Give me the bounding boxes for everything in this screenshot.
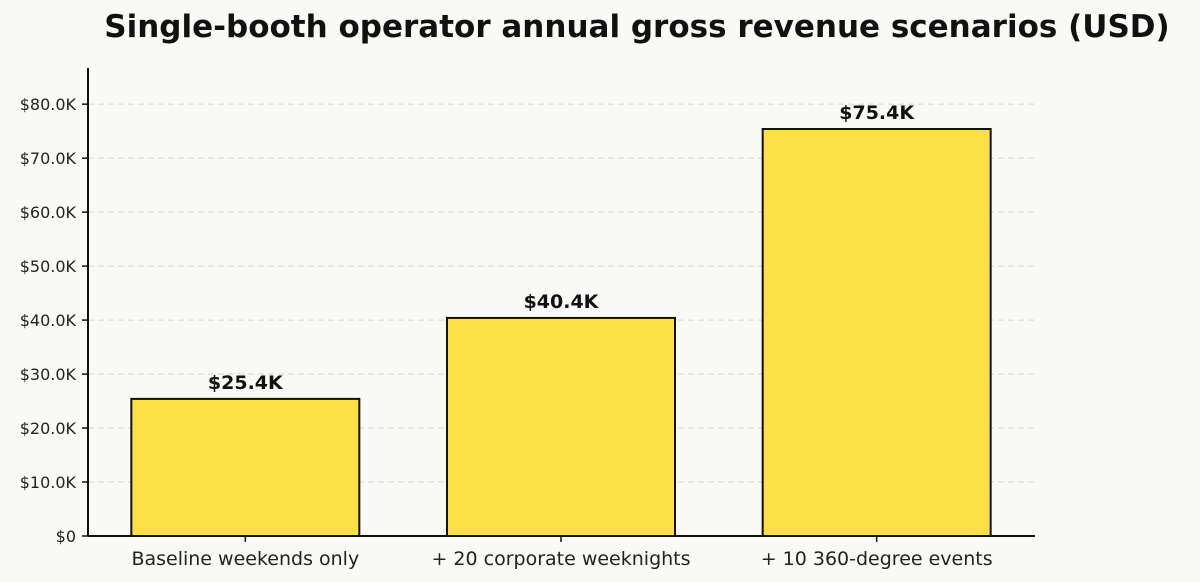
x-tick-label: + 20 corporate weeknights: [431, 548, 690, 570]
x-tick-label: Baseline weekends only: [131, 548, 359, 570]
y-tick-label: $60.0K: [20, 203, 77, 222]
data-label: $75.4K: [839, 102, 915, 124]
data-label: $25.4K: [208, 372, 284, 394]
y-tick-label: $80.0K: [20, 95, 77, 114]
y-tick-label: $70.0K: [20, 149, 77, 168]
bar: [130, 397, 361, 537]
data-label: $40.4K: [524, 291, 600, 313]
x-tick-label: + 10 360-degree events: [761, 548, 993, 570]
y-tick-label: $40.0K: [20, 311, 77, 330]
y-tick-label: $50.0K: [20, 257, 77, 276]
y-tick-label: $20.0K: [20, 419, 77, 438]
y-tick-label: $30.0K: [20, 365, 77, 384]
bar: [446, 316, 676, 538]
bar: [761, 127, 992, 537]
y-tick-label: $0: [56, 527, 76, 546]
chart-title: Single-booth operator annual gross reven…: [104, 9, 1169, 45]
y-tick-label: $10.0K: [20, 473, 77, 492]
